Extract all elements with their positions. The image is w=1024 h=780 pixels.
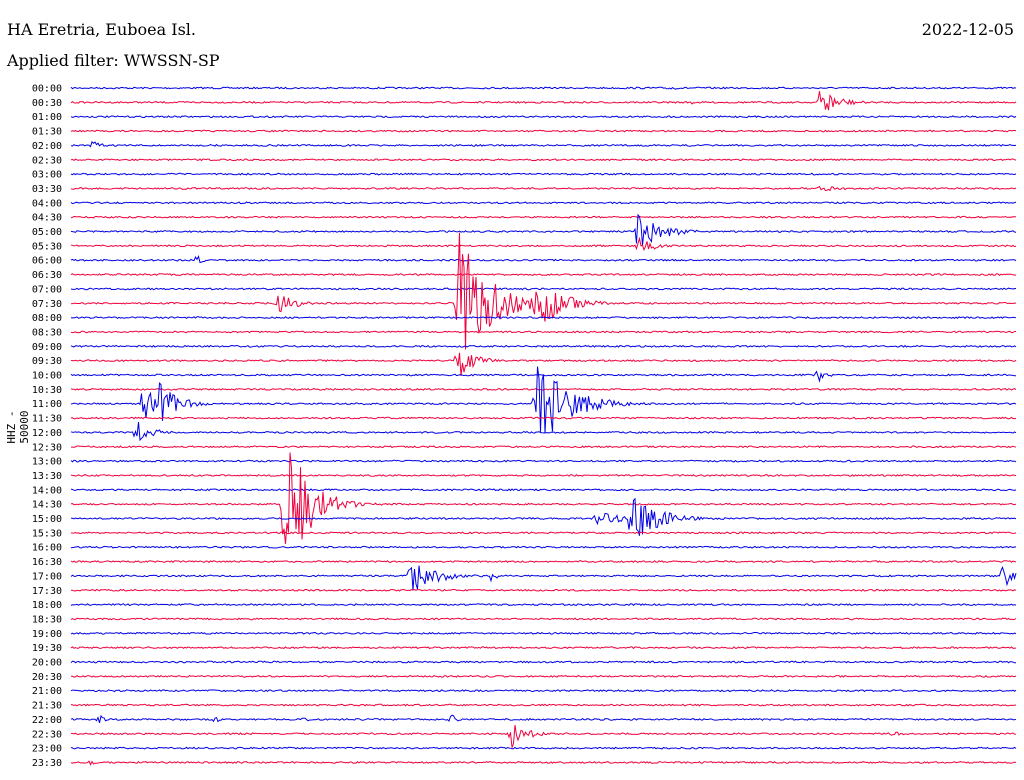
trace-line	[70, 545, 1017, 549]
tick-label: 11:30	[32, 414, 62, 425]
tick-label: 04:30	[32, 213, 62, 224]
tick-label: 03:00	[32, 170, 62, 181]
trace-line	[70, 254, 1017, 264]
tick-label: 07:30	[32, 299, 62, 310]
trace-line	[70, 617, 1017, 621]
trace-line	[70, 631, 1017, 635]
filter-label: Applied filter: WWSSN-SP	[7, 51, 220, 70]
trace-line	[70, 91, 1017, 111]
tick-label: 16:30	[32, 557, 62, 568]
trace-line	[70, 344, 1017, 348]
trace-line	[71, 445, 1017, 449]
tick-label: 17:00	[32, 571, 62, 582]
trace-line	[70, 452, 1017, 544]
trace-line	[70, 185, 1017, 192]
trace-line	[71, 725, 1017, 748]
trace-line	[70, 158, 1017, 162]
tick-label: 22:00	[32, 715, 62, 726]
tick-label: 10:00	[32, 371, 62, 382]
tick-label: 00:00	[32, 84, 62, 95]
tick-label: 09:00	[32, 342, 62, 353]
tick-label: 05:00	[32, 227, 62, 238]
tick-label: 15:30	[32, 528, 62, 539]
tick-label: 04:00	[32, 198, 62, 209]
trace-line	[70, 714, 1017, 724]
trace-line	[70, 746, 1017, 750]
trace-line	[70, 474, 1017, 477]
tick-label: 21:00	[32, 686, 62, 697]
tick-label: 19:30	[32, 643, 62, 654]
trace-line	[70, 588, 1017, 592]
station-title: HA Eretria, Euboea Isl.	[7, 20, 196, 39]
trace-line	[70, 287, 1017, 291]
tick-label: 16:00	[32, 543, 62, 554]
trace-line	[70, 560, 1017, 563]
trace-line	[70, 421, 1017, 442]
tick-label: 13:30	[32, 471, 62, 482]
trace-line	[70, 129, 1017, 133]
tick-label: 06:00	[32, 256, 62, 267]
trace-line	[70, 703, 1016, 707]
trace-line	[70, 760, 1017, 766]
tick-label: 12:30	[32, 442, 62, 453]
trace-line	[70, 215, 1017, 219]
trace-line	[70, 330, 1017, 334]
tick-label: 13:00	[32, 457, 62, 468]
tick-label: 05:30	[32, 241, 62, 252]
tick-label: 08:30	[32, 327, 62, 338]
trace-line	[70, 565, 1017, 591]
trace-line	[70, 531, 1017, 535]
trace-line	[70, 232, 1017, 350]
tick-label: 11:00	[32, 399, 62, 410]
trace-line	[70, 366, 1017, 434]
trace-line	[70, 201, 1017, 205]
tick-label: 08:00	[32, 313, 62, 324]
trace-line	[70, 236, 1017, 252]
trace-line	[70, 603, 1017, 607]
trace-line	[70, 213, 1017, 246]
tick-label: 03:30	[32, 184, 62, 195]
trace-line	[70, 646, 1017, 650]
tick-label: 18:00	[32, 600, 62, 611]
tick-label: 23:00	[32, 744, 62, 755]
trace-line	[71, 674, 1017, 678]
tick-label: 00:30	[32, 98, 62, 109]
trace-line	[70, 273, 1017, 276]
tick-label: 06:30	[32, 270, 62, 281]
tick-label: 02:00	[32, 141, 62, 152]
trace-line	[70, 488, 1017, 492]
trace-line	[70, 689, 1017, 693]
tick-label: 14:00	[32, 485, 62, 496]
tick-label: 19:00	[32, 629, 62, 640]
trace-line	[70, 140, 1017, 148]
trace-line	[70, 459, 1017, 463]
date-label: 2022-12-05	[921, 20, 1014, 39]
tick-label: 22:30	[32, 729, 62, 740]
tick-label: 23:30	[32, 758, 62, 769]
tick-label: 01:30	[32, 127, 62, 138]
tick-label: 20:30	[32, 672, 62, 683]
trace-line	[70, 115, 1017, 119]
tick-label: 14:30	[32, 500, 62, 511]
tick-label: 10:30	[32, 385, 62, 396]
trace-line	[70, 316, 1017, 320]
tick-label: 17:30	[32, 586, 62, 597]
tick-label: 02:30	[32, 155, 62, 166]
trace-line	[70, 660, 1017, 664]
tick-label: 07:00	[32, 284, 62, 295]
trace-line	[70, 172, 1017, 176]
trace-line	[70, 352, 1017, 376]
tick-label: 20:00	[32, 658, 62, 669]
trace-line	[70, 497, 1017, 536]
tick-label: 09:30	[32, 356, 62, 367]
tick-label: 01:00	[32, 112, 62, 123]
trace-line	[70, 86, 1017, 90]
tick-label: 21:30	[32, 701, 62, 712]
tick-label: 18:30	[32, 614, 62, 625]
tick-label: 15:00	[32, 514, 62, 525]
tick-label: 12:00	[32, 428, 62, 439]
trace-line	[70, 416, 1017, 420]
